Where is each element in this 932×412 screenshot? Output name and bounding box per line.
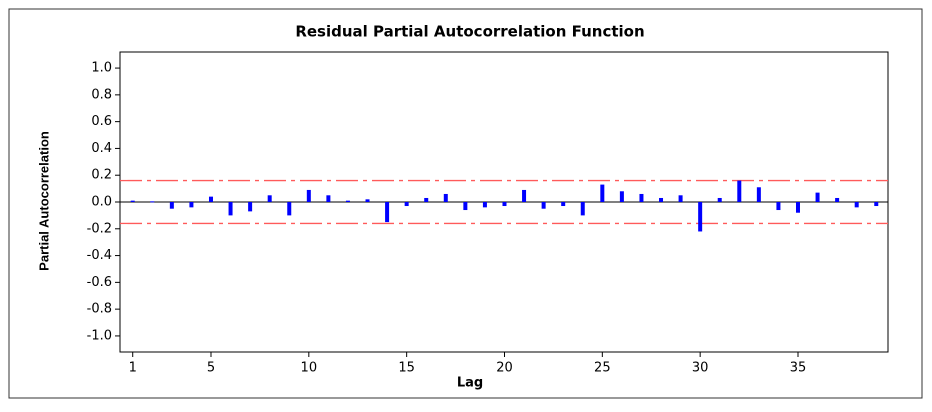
bar xyxy=(150,201,155,203)
y-tick-label: -0.2 xyxy=(87,221,112,236)
bar xyxy=(580,202,585,216)
bar xyxy=(659,197,664,202)
bar xyxy=(482,202,487,208)
bar xyxy=(385,202,390,223)
bar xyxy=(287,202,292,216)
bar xyxy=(698,202,703,232)
bar xyxy=(600,184,605,202)
bar xyxy=(776,202,781,211)
x-tick-label: 1 xyxy=(129,361,137,376)
bar xyxy=(248,202,253,212)
bar xyxy=(561,202,566,207)
bar xyxy=(874,202,879,207)
bar xyxy=(717,197,722,202)
bar xyxy=(522,189,527,202)
y-tick-label: 0.4 xyxy=(91,141,112,156)
bar xyxy=(815,192,820,202)
bar xyxy=(795,202,800,213)
bar xyxy=(267,195,272,202)
y-axis-label: Partial Autocorrelation xyxy=(36,131,51,271)
bar xyxy=(619,191,624,202)
bar xyxy=(130,200,135,202)
bar xyxy=(228,202,233,216)
x-axis-label: Lag xyxy=(457,376,483,391)
bar xyxy=(326,195,331,202)
bar xyxy=(404,202,409,207)
bar xyxy=(463,202,468,211)
bar xyxy=(854,202,859,208)
y-tick-label: -0.8 xyxy=(87,302,112,317)
bar xyxy=(835,197,840,202)
bar xyxy=(443,193,448,202)
x-tick-label: 25 xyxy=(594,361,611,376)
bar xyxy=(756,187,761,202)
bar xyxy=(306,189,311,202)
y-tick-label: -0.6 xyxy=(87,275,112,290)
y-tick-label: 0.0 xyxy=(91,195,112,210)
bar xyxy=(345,200,350,202)
bar xyxy=(639,193,644,202)
bar xyxy=(424,197,429,202)
y-tick-label: -1.0 xyxy=(87,328,112,343)
y-tick-label: 0.2 xyxy=(91,168,112,183)
x-tick-label: 5 xyxy=(207,361,215,376)
y-tick-label: 1.0 xyxy=(91,61,112,76)
bar xyxy=(365,199,370,202)
chart-title: Residual Partial Autocorrelation Functio… xyxy=(295,23,644,41)
bar xyxy=(502,202,507,207)
bar xyxy=(189,202,194,208)
bar xyxy=(541,202,546,209)
x-tick-label: 15 xyxy=(398,361,415,376)
bar xyxy=(169,202,174,209)
x-tick-label: 10 xyxy=(301,361,318,376)
y-tick-label: 0.8 xyxy=(91,87,112,102)
y-tick-label: 0.6 xyxy=(91,114,112,129)
x-tick-label: 30 xyxy=(692,361,709,376)
x-tick-label: 20 xyxy=(496,361,513,376)
bar xyxy=(208,196,213,202)
bar xyxy=(737,180,742,202)
y-tick-label: -0.4 xyxy=(87,248,112,263)
x-tick-label: 35 xyxy=(790,361,807,376)
bar xyxy=(678,195,683,202)
